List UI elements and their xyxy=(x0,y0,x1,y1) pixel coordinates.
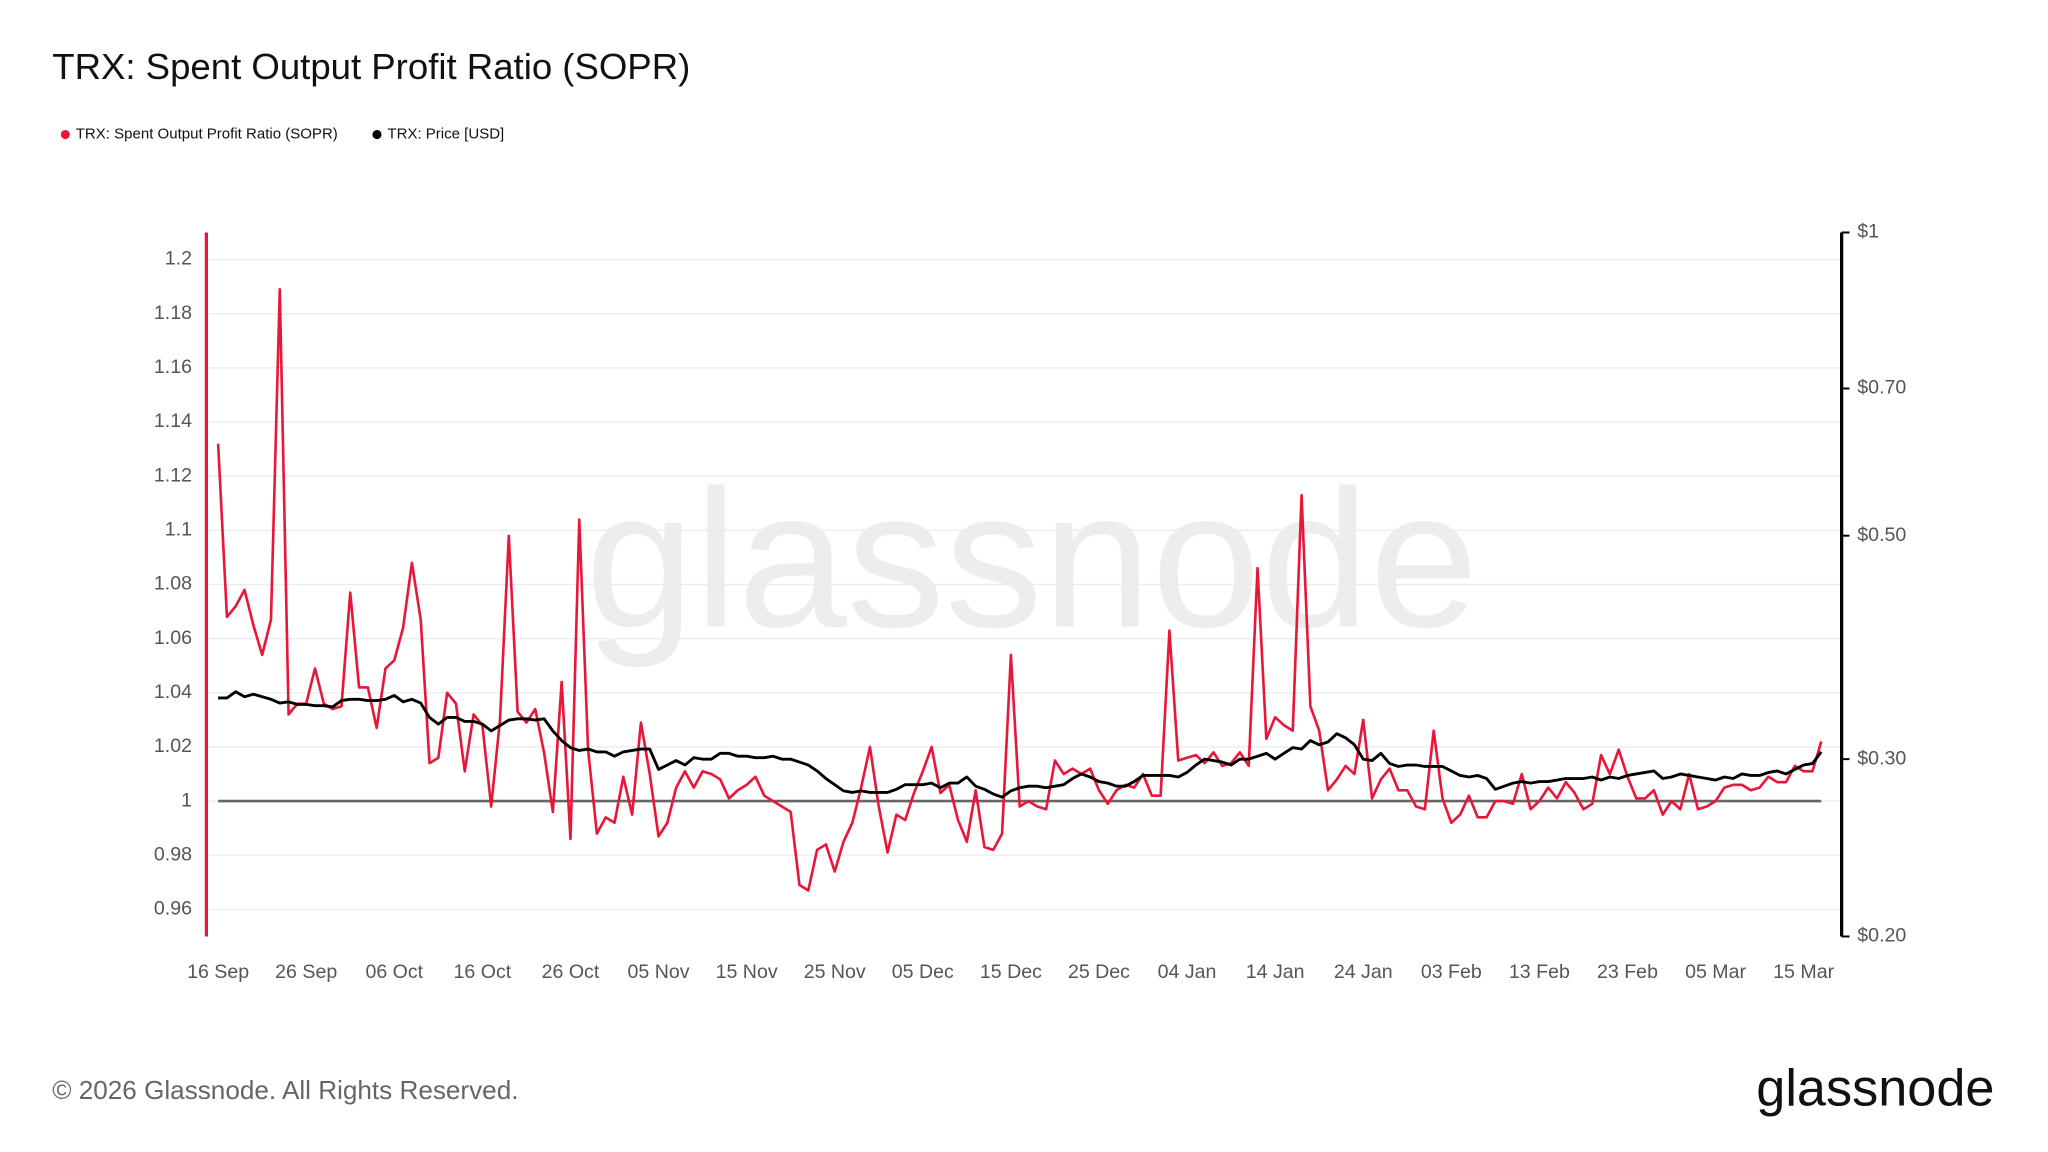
y-tick-label: 1 xyxy=(181,789,192,811)
y2-tick-label: $0.50 xyxy=(1857,524,1906,546)
x-tick-label: 14 Jan xyxy=(1246,961,1305,983)
y2-tick-label: $0.70 xyxy=(1857,377,1906,399)
logo: glassnode xyxy=(1756,1060,1994,1118)
x-tick-label: 16 Sep xyxy=(187,961,249,983)
x-tick-label: 23 Feb xyxy=(1597,961,1658,983)
x-tick-label: 03 Feb xyxy=(1421,961,1482,983)
y2-tick-label: $1 xyxy=(1857,221,1879,243)
y-tick-label: 1.02 xyxy=(154,735,192,757)
x-tick-label: 15 Nov xyxy=(716,961,778,983)
legend-label: TRX: Spent Output Profit Ratio (SOPR) xyxy=(76,125,338,142)
x-tick-label: 24 Jan xyxy=(1334,961,1393,983)
y-tick-label: 0.98 xyxy=(154,843,192,865)
legend-marker xyxy=(60,129,70,140)
y-tick-label: 1.16 xyxy=(154,356,192,378)
x-tick-label: 13 Feb xyxy=(1509,961,1570,983)
y-tick-label: 1.1 xyxy=(165,519,192,541)
chart-title: TRX: Spent Output Profit Ratio (SOPR) xyxy=(52,46,690,87)
footer: © 2026 Glassnode. All Rights Reserved. xyxy=(52,1075,518,1105)
y-tick-label: 1.18 xyxy=(154,302,192,324)
x-tick-label: 05 Mar xyxy=(1685,961,1746,983)
x-tick-label: 05 Dec xyxy=(892,961,954,983)
y-tick-label: 0.96 xyxy=(154,898,192,920)
series-line xyxy=(218,690,1823,799)
watermark: glassnode xyxy=(585,449,1478,668)
series-line xyxy=(216,288,1823,892)
x-tick-label: 15 Mar xyxy=(1773,961,1834,983)
x-tick-label: 06 Oct xyxy=(365,961,423,983)
x-tick-label: 05 Nov xyxy=(628,961,690,983)
y2-tick-label: $0.20 xyxy=(1857,925,1906,947)
x-tick-label: 25 Dec xyxy=(1068,961,1130,983)
x-tick-label: 16 Oct xyxy=(454,961,512,983)
y-tick-label: 1.06 xyxy=(154,627,192,649)
legend-marker xyxy=(372,129,382,140)
y-tick-label: 1.2 xyxy=(165,248,192,270)
y-tick-label: 1.08 xyxy=(154,573,192,595)
x-tick-label: 15 Dec xyxy=(980,961,1042,983)
y-tick-label: 1.14 xyxy=(154,410,192,432)
x-tick-label: 26 Sep xyxy=(275,961,337,983)
y-tick-label: 1.04 xyxy=(154,681,192,703)
x-tick-label: 25 Nov xyxy=(804,961,866,983)
x-tick-label: 04 Jan xyxy=(1158,961,1217,983)
legend-label: TRX: Price [USD] xyxy=(387,125,504,142)
y-tick-label: 1.12 xyxy=(154,464,192,486)
x-tick-label: 26 Oct xyxy=(542,961,600,983)
y2-tick-label: $0.30 xyxy=(1857,747,1906,769)
